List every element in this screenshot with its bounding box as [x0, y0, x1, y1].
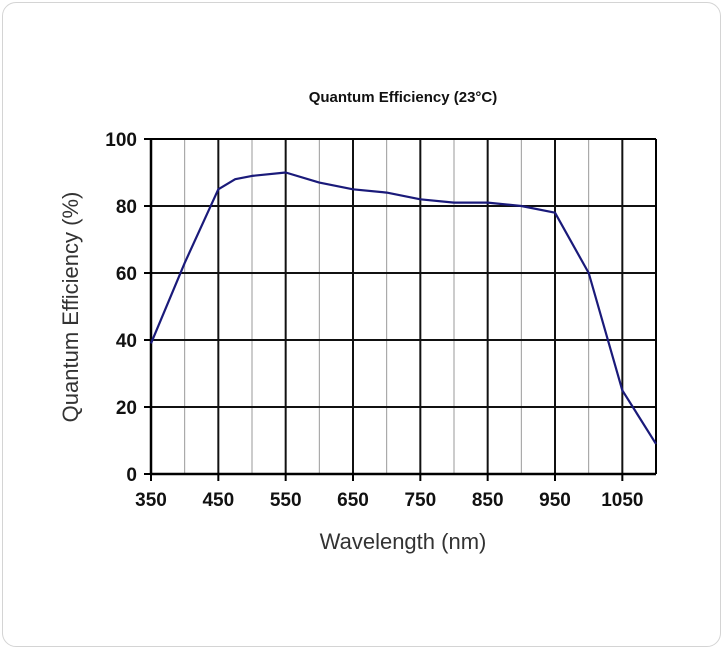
x-axis-label: Wavelength (nm)	[320, 529, 487, 554]
x-tick-label: 950	[539, 490, 571, 511]
x-tick-label: 550	[270, 490, 302, 511]
axes	[144, 138, 657, 481]
x-tick-label: 750	[404, 490, 436, 511]
chart-title: Quantum Efficiency (23°C)	[309, 89, 498, 106]
y-tick-label: 100	[105, 130, 137, 151]
y-tick-label: 60	[116, 264, 137, 285]
y-tick-label: 80	[116, 197, 137, 218]
x-tick-label: 350	[135, 490, 167, 511]
grid	[151, 138, 656, 474]
x-tick-label: 1050	[601, 490, 643, 511]
y-tick-labels: 0 20 40 60 80 100	[105, 130, 137, 486]
x-tick-label: 450	[202, 490, 234, 511]
y-tick-label: 0	[126, 465, 137, 486]
x-tick-labels: 350 450 550 650 750 850 950 1050	[135, 490, 643, 511]
x-tick-label: 850	[472, 490, 504, 511]
x-tick-label: 650	[337, 490, 369, 511]
y-tick-label: 40	[116, 331, 137, 352]
chart-card	[2, 2, 721, 647]
series-line	[149, 171, 657, 445]
y-axis-label: Quantum Efficiency (%)	[58, 192, 83, 423]
y-tick-label: 20	[116, 398, 137, 419]
